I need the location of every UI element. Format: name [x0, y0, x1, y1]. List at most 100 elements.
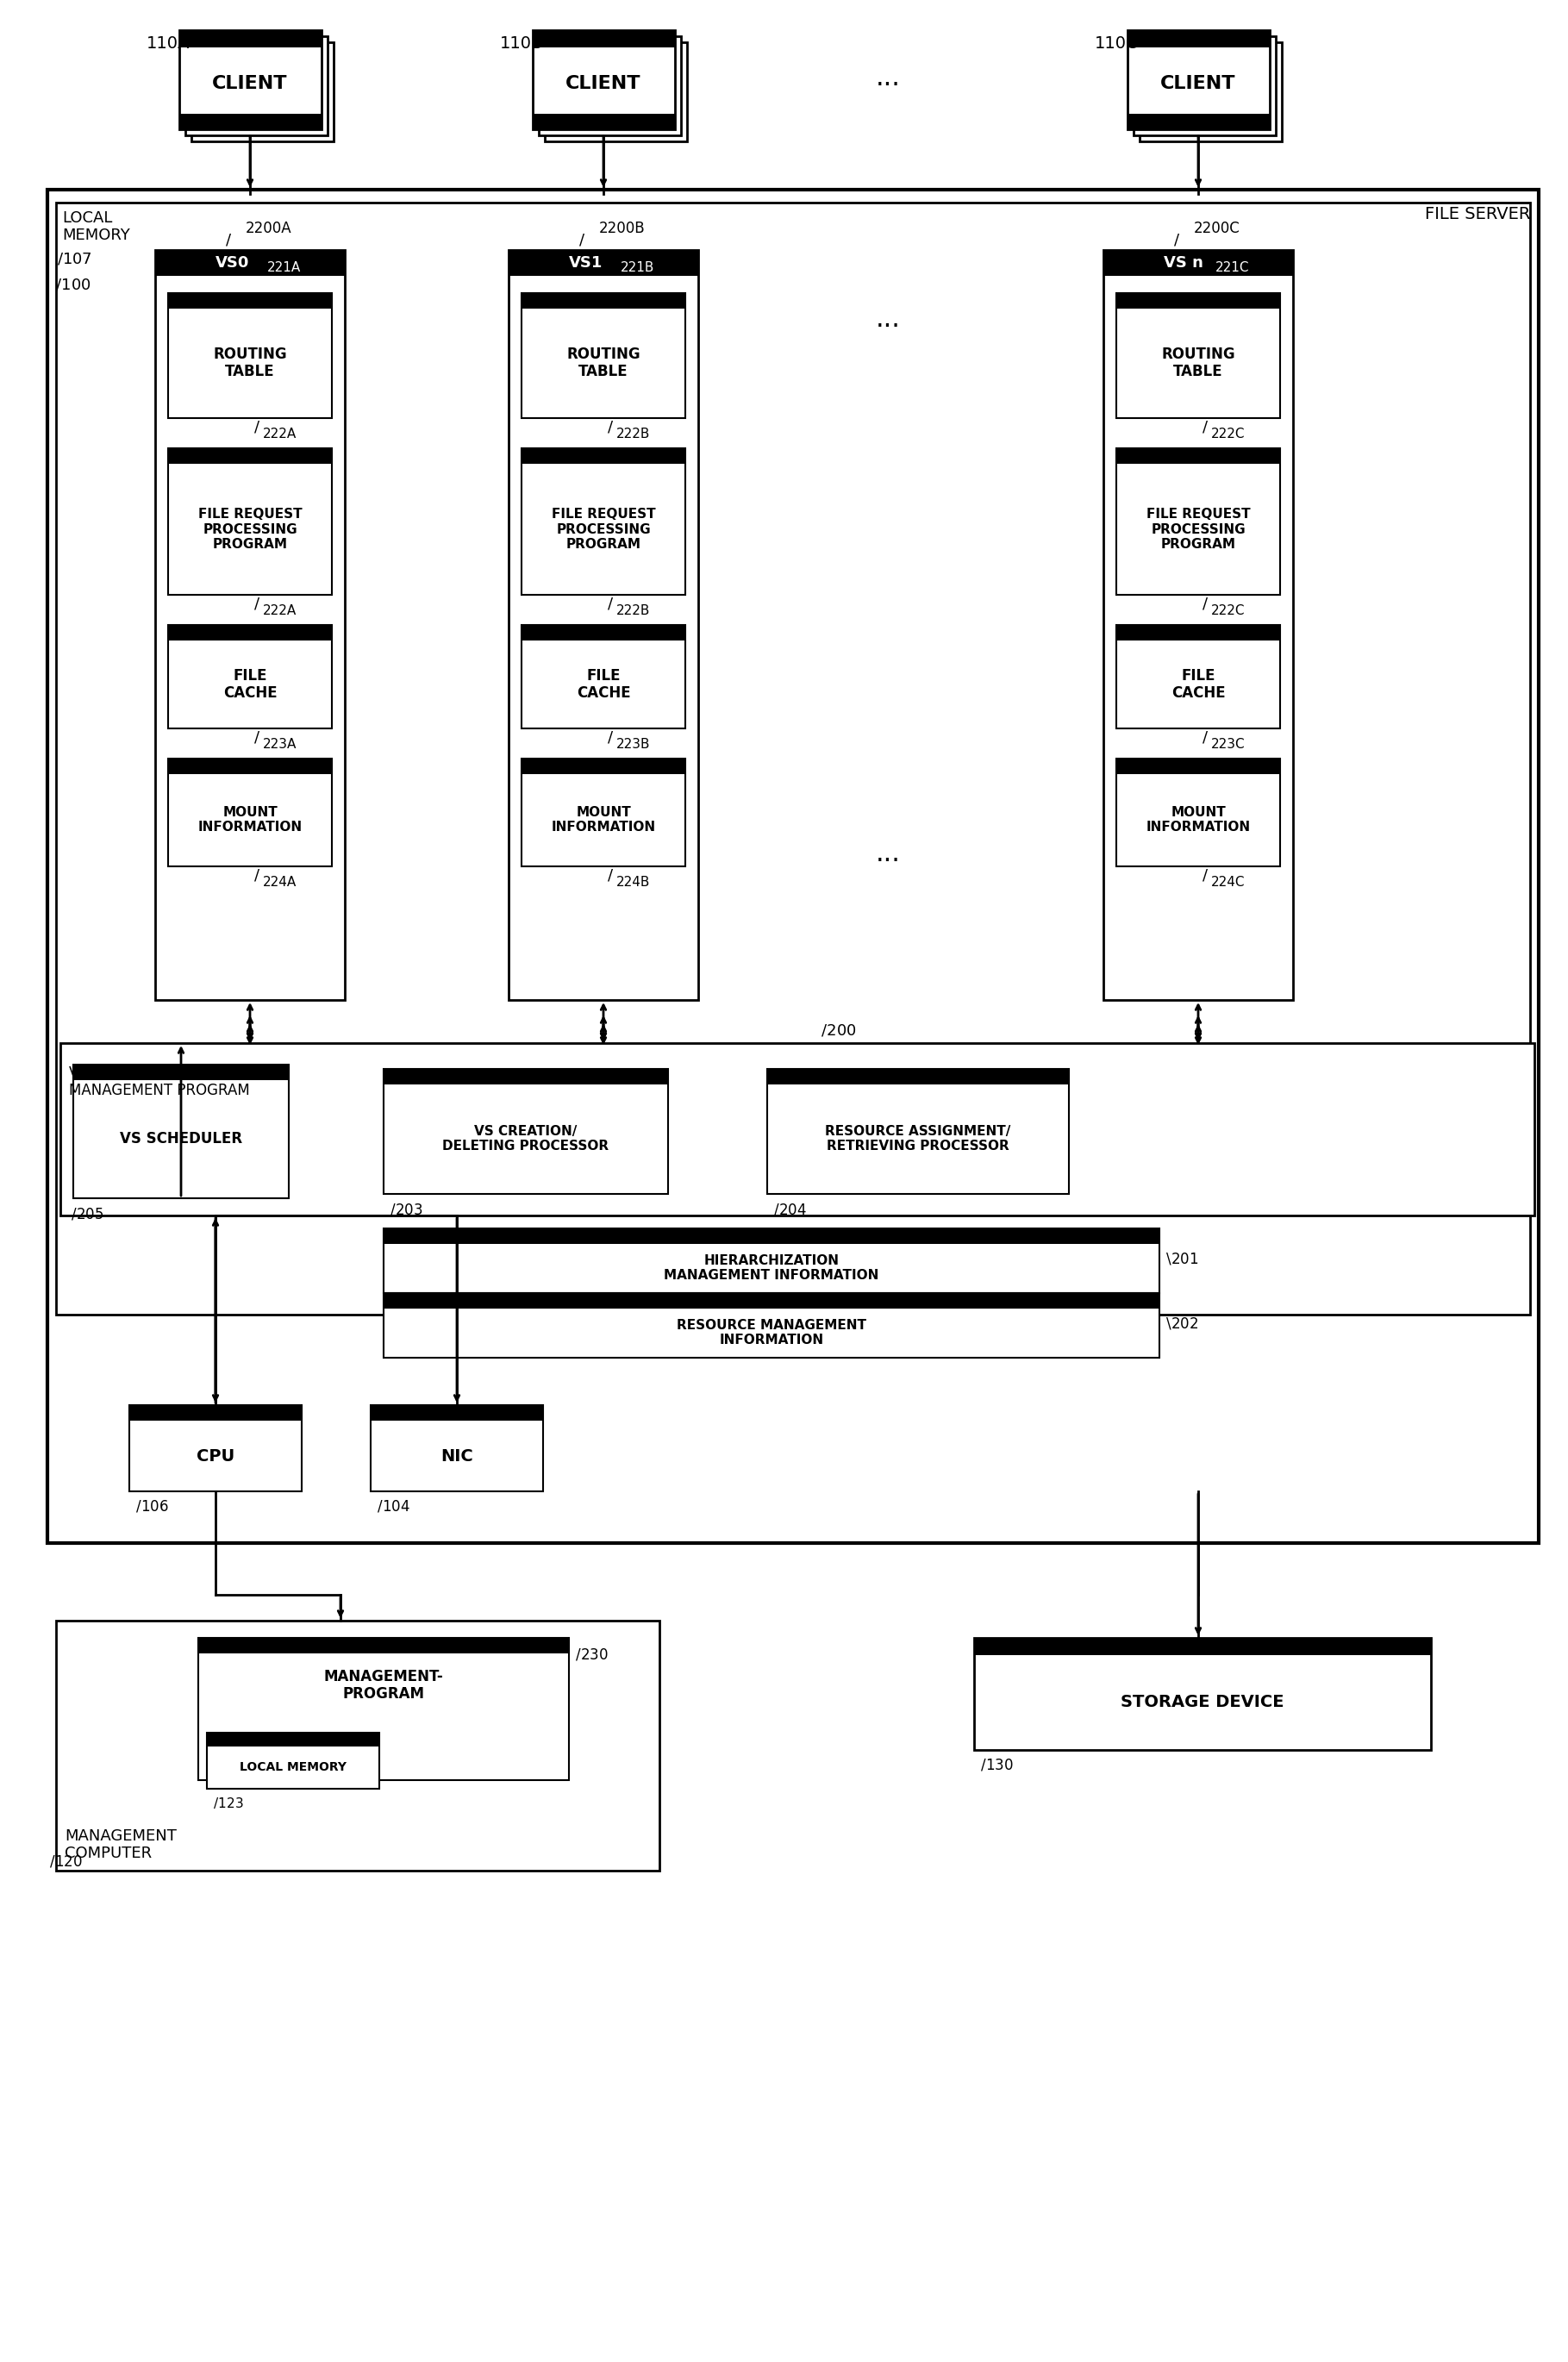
Text: RESOURCE ASSIGNMENT/
RETRIEVING PROCESSOR: RESOURCE ASSIGNMENT/ RETRIEVING PROCESSO…	[825, 1124, 1011, 1153]
Bar	[168, 293, 332, 309]
Text: $\mathregular{\mathsf{/}}$: $\mathregular{\mathsf{/}}$	[1173, 231, 1181, 248]
Text: /: /	[608, 867, 613, 883]
Text: FILE
CACHE: FILE CACHE	[223, 668, 278, 702]
Text: LOCAL
MEMORY: LOCAL MEMORY	[63, 210, 130, 243]
Bar	[522, 293, 685, 309]
Bar	[168, 449, 332, 595]
Text: CLIENT: CLIENT	[566, 76, 641, 92]
Bar	[767, 1070, 1069, 1193]
Bar	[1134, 35, 1276, 135]
Bar	[767, 1070, 1069, 1084]
Bar	[207, 1734, 379, 1788]
Text: ...: ...	[875, 841, 900, 867]
Bar	[974, 1637, 1432, 1656]
Text: /: /	[254, 418, 260, 435]
Text: 221A: 221A	[267, 260, 301, 274]
Text: VS0: VS0	[215, 255, 249, 272]
Bar	[168, 758, 332, 867]
Bar	[384, 1228, 1159, 1292]
Text: FILE
CACHE: FILE CACHE	[1171, 668, 1225, 702]
Text: 2200B: 2200B	[599, 220, 646, 236]
Text: ...: ...	[875, 66, 900, 90]
Text: /: /	[1203, 867, 1207, 883]
Bar	[522, 449, 685, 595]
Text: $\mathregular{\mathsf{\,/}}$205: $\mathregular{\mathsf{\,/}}$205	[69, 1207, 103, 1221]
Text: 224A: 224A	[263, 876, 296, 888]
Text: 222C: 222C	[1210, 605, 1245, 616]
Text: ROUTING
TABLE: ROUTING TABLE	[566, 347, 640, 380]
Bar	[1116, 449, 1279, 595]
Bar	[508, 250, 698, 999]
Text: $\mathregular{\mathsf{/}}$: $\mathregular{\mathsf{/}}$	[579, 231, 585, 248]
Text: MOUNT
INFORMATION: MOUNT INFORMATION	[1146, 805, 1250, 834]
Bar	[168, 293, 332, 418]
Text: MANAGEMENT-
PROGRAM: MANAGEMENT- PROGRAM	[325, 1668, 444, 1703]
Text: /: /	[254, 730, 260, 744]
Bar	[384, 1070, 668, 1193]
Text: 2200A: 2200A	[246, 220, 292, 236]
Bar	[522, 449, 685, 463]
Text: FILE REQUEST
PROCESSING
PROGRAM: FILE REQUEST PROCESSING PROGRAM	[198, 508, 303, 550]
Bar	[522, 626, 685, 727]
Text: /: /	[608, 418, 613, 435]
Text: LOCAL MEMORY: LOCAL MEMORY	[240, 1762, 347, 1774]
Bar	[1116, 758, 1279, 775]
Text: FILE
CACHE: FILE CACHE	[577, 668, 630, 702]
Bar	[129, 1405, 301, 1490]
Bar	[168, 626, 332, 640]
Bar	[533, 31, 674, 130]
Text: $\mathregular{\mathsf{\,/}}$120: $\mathregular{\mathsf{\,/}}$120	[47, 1854, 83, 1871]
Text: ROUTING
TABLE: ROUTING TABLE	[213, 347, 287, 380]
Bar	[539, 35, 681, 135]
Bar	[198, 1637, 569, 1653]
Text: $\mathregular{\mathsf{/}}$: $\mathregular{\mathsf{/}}$	[224, 231, 232, 248]
Bar	[384, 1070, 668, 1084]
Bar	[1104, 250, 1294, 999]
Bar	[1104, 250, 1294, 276]
Bar	[74, 1065, 289, 1079]
Text: HIERARCHIZATION
MANAGEMENT INFORMATION: HIERARCHIZATION MANAGEMENT INFORMATION	[663, 1254, 880, 1283]
Text: RESOURCE MANAGEMENT
INFORMATION: RESOURCE MANAGEMENT INFORMATION	[677, 1318, 867, 1346]
Text: FILE SERVER: FILE SERVER	[1425, 205, 1530, 222]
Bar	[1127, 113, 1270, 130]
Text: VS n: VS n	[1163, 255, 1203, 272]
Text: MANAGEMENT
COMPUTER: MANAGEMENT COMPUTER	[64, 1828, 177, 1861]
Text: /: /	[1203, 418, 1207, 435]
Text: 110B: 110B	[500, 35, 544, 52]
Text: VS HIERARCHIZATION
MANAGEMENT PROGRAM: VS HIERARCHIZATION MANAGEMENT PROGRAM	[69, 1065, 249, 1098]
Bar	[384, 1292, 1159, 1358]
Text: $\mathregular{\mathsf{\,/}}$200: $\mathregular{\mathsf{\,/}}$200	[818, 1023, 856, 1037]
Text: $\mathregular{\mathsf{\,/}}$123: $\mathregular{\mathsf{\,/}}$123	[212, 1795, 243, 1809]
Bar	[522, 758, 685, 775]
Text: 222B: 222B	[616, 605, 651, 616]
Bar	[155, 250, 345, 999]
Text: STORAGE DEVICE: STORAGE DEVICE	[1121, 1694, 1284, 1710]
Bar	[533, 113, 674, 130]
Bar	[168, 449, 332, 463]
Bar	[384, 1228, 1159, 1245]
Bar	[544, 43, 687, 142]
Text: /: /	[608, 595, 613, 612]
Bar	[185, 35, 328, 135]
Bar	[207, 1734, 379, 1746]
Text: /: /	[608, 730, 613, 744]
Text: 221C: 221C	[1215, 260, 1250, 274]
Text: 221B: 221B	[621, 260, 654, 274]
Text: MOUNT
INFORMATION: MOUNT INFORMATION	[552, 805, 655, 834]
Text: MOUNT
INFORMATION: MOUNT INFORMATION	[198, 805, 303, 834]
Text: 222A: 222A	[263, 605, 296, 616]
Bar	[47, 189, 1538, 1542]
Text: 222C: 222C	[1210, 428, 1245, 439]
Text: 224B: 224B	[616, 876, 651, 888]
Bar	[56, 1620, 660, 1871]
Text: 223A: 223A	[263, 737, 296, 751]
Bar	[129, 1405, 301, 1420]
Bar	[384, 1292, 1159, 1309]
Bar	[370, 1405, 543, 1420]
Bar	[74, 1065, 289, 1198]
Bar	[179, 113, 321, 130]
Bar	[508, 250, 698, 276]
Text: /: /	[254, 595, 260, 612]
Text: /: /	[1203, 595, 1207, 612]
Text: $\mathregular{\mathsf{\,/}}$100: $\mathregular{\mathsf{\,/}}$100	[53, 276, 91, 293]
